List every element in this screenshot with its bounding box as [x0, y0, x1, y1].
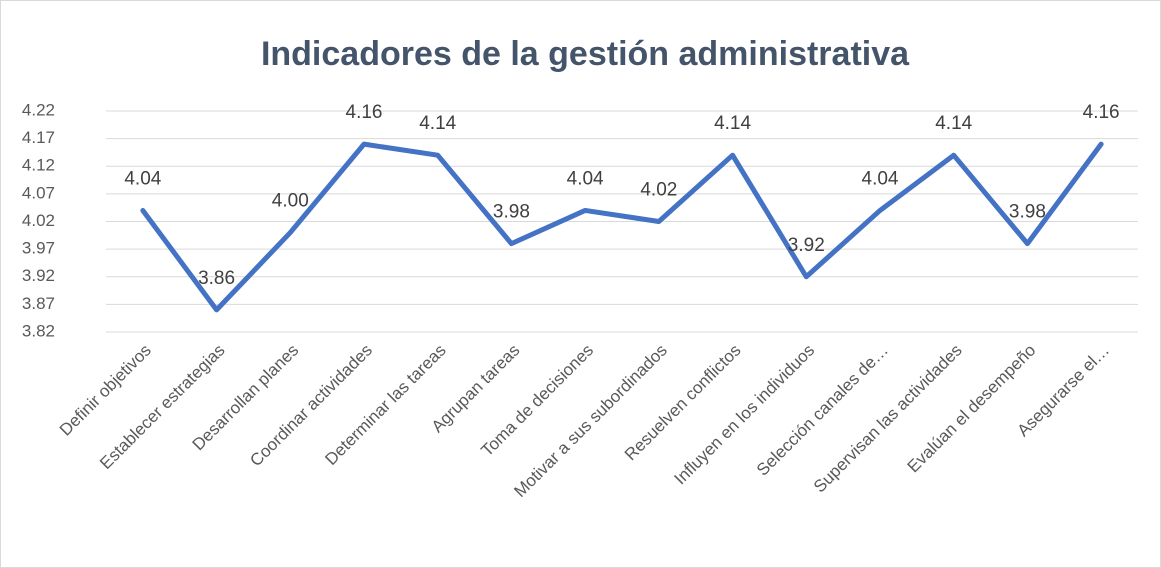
data-label: 4.16	[346, 102, 383, 123]
y-tick-label: 4.17	[22, 128, 55, 147]
y-tick-label: 3.92	[22, 266, 55, 285]
data-label: 4.04	[862, 168, 899, 189]
line-series	[140, 141, 1104, 313]
y-tick-label: 4.12	[22, 156, 55, 175]
data-label: 4.14	[419, 113, 456, 134]
data-label: 3.98	[493, 202, 530, 223]
data-label: 4.04	[124, 168, 161, 189]
data-label: 4.00	[272, 191, 309, 212]
data-label: 4.14	[935, 113, 972, 134]
y-tick-label: 4.02	[22, 211, 55, 230]
data-label: 4.14	[714, 113, 751, 134]
y-tick-label: 4.07	[22, 183, 55, 202]
y-tick-label: 3.87	[22, 294, 55, 313]
data-label: 4.16	[1083, 102, 1120, 123]
data-label: 4.02	[640, 180, 677, 201]
chart-title: Indicadores de la gestión administrativa	[261, 35, 910, 73]
y-tick-label: 3.82	[22, 321, 55, 340]
y-tick-label: 3.97	[22, 239, 55, 258]
data-label: 3.92	[788, 235, 825, 256]
data-label: 4.04	[567, 168, 604, 189]
data-label: 3.86	[198, 268, 235, 289]
data-label: 3.98	[1009, 202, 1046, 223]
y-tick-label: 4.22	[22, 100, 55, 119]
